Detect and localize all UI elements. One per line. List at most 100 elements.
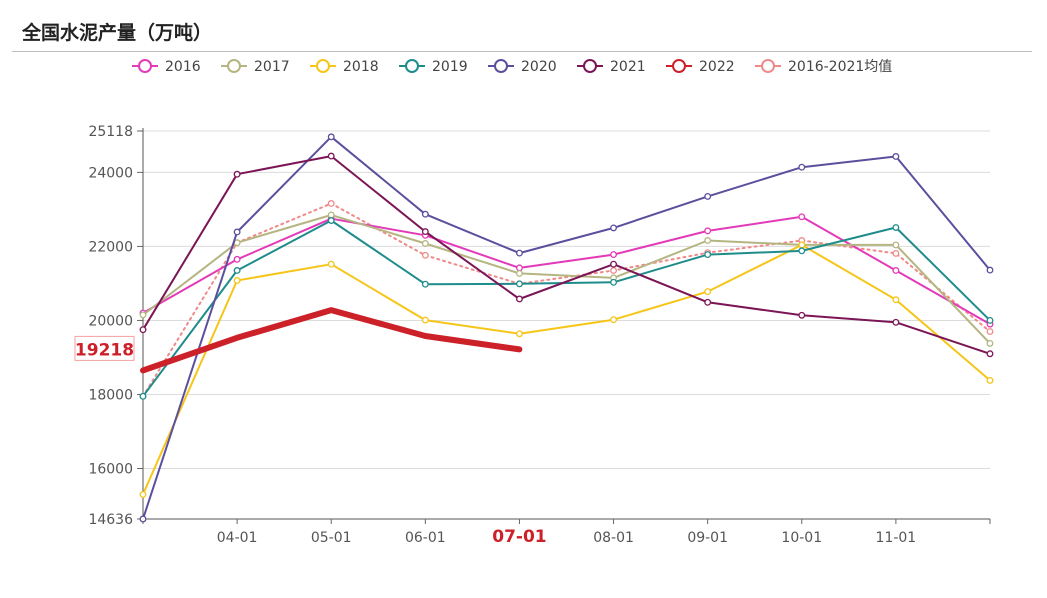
data-point-2018 bbox=[610, 316, 618, 324]
chart-title: 全国水泥产量（万吨） bbox=[22, 22, 213, 44]
data-point-2021 bbox=[798, 311, 806, 319]
data-point-2020 bbox=[986, 266, 994, 274]
y-tick-label: 20000 bbox=[88, 313, 133, 329]
data-point-2019 bbox=[986, 316, 994, 324]
data-point-2021 bbox=[704, 298, 712, 306]
data-point-2021 bbox=[421, 228, 429, 236]
x-tick-label: 06-01 bbox=[405, 530, 446, 546]
data-point-2017 bbox=[421, 240, 429, 247]
data-point-2021 bbox=[139, 326, 147, 334]
data-point-2021 bbox=[515, 295, 523, 303]
data-point-2021 bbox=[233, 170, 241, 178]
legend-label-2020[interactable]: 2020 bbox=[521, 59, 557, 75]
series-line-2016 bbox=[142, 215, 991, 326]
data-point-2019 bbox=[233, 267, 241, 274]
series-line-2021 bbox=[142, 155, 991, 355]
data-point-2021 bbox=[610, 260, 618, 268]
y-tick-label: 25118 bbox=[88, 124, 133, 140]
legend-label-2019[interactable]: 2019 bbox=[432, 59, 468, 75]
legend-label-2022[interactable]: 2022 bbox=[699, 59, 735, 75]
data-point-2021 bbox=[327, 152, 335, 160]
data-point-2020 bbox=[327, 133, 335, 141]
x-tick-label: 07-01 bbox=[492, 527, 546, 547]
x-tick-label: 05-01 bbox=[311, 530, 352, 546]
legend-marker-2017[interactable] bbox=[227, 59, 241, 73]
legend-marker-2019[interactable] bbox=[405, 59, 419, 73]
legend-marker-2021[interactable] bbox=[583, 59, 597, 73]
data-point-2017 bbox=[892, 241, 900, 249]
legend-label-2016-2021均值[interactable]: 2016-2021均值 bbox=[788, 59, 892, 75]
data-point-2019 bbox=[892, 224, 900, 231]
legend-marker-2020[interactable] bbox=[494, 59, 508, 73]
data-point-2016 bbox=[233, 255, 241, 263]
data-point-2017 bbox=[704, 237, 712, 244]
data-point-2017 bbox=[515, 269, 523, 277]
data-point-2018 bbox=[892, 296, 900, 304]
data-point-2019 bbox=[327, 217, 335, 224]
data-point-2020 bbox=[233, 228, 241, 236]
x-tick-label: 04-01 bbox=[217, 530, 258, 546]
data-point-2020 bbox=[704, 192, 712, 200]
data-point-2017 bbox=[139, 311, 147, 319]
y-tick-label: 24000 bbox=[88, 165, 133, 181]
legend-label-2016[interactable]: 2016 bbox=[165, 59, 201, 75]
legend-marker-2016[interactable] bbox=[138, 59, 152, 73]
legend-marker-2018[interactable] bbox=[316, 59, 330, 73]
data-point-2016-2021均值 bbox=[986, 328, 994, 336]
data-point-2018 bbox=[327, 260, 335, 268]
data-point-2016-2021均值 bbox=[610, 267, 618, 274]
highlight-value-label: 19218 bbox=[75, 340, 134, 360]
x-tick-label: 10-01 bbox=[781, 530, 822, 546]
data-point-2018 bbox=[986, 376, 994, 384]
legend-label-2021[interactable]: 2021 bbox=[610, 59, 646, 75]
x-tick-label: 11-01 bbox=[876, 530, 917, 546]
data-point-2017 bbox=[327, 211, 335, 219]
data-point-2020 bbox=[798, 163, 806, 171]
data-point-2016 bbox=[892, 267, 900, 274]
series-line-2018 bbox=[142, 243, 991, 496]
series-line-2020 bbox=[142, 135, 991, 520]
y-tick-label: 16000 bbox=[88, 462, 133, 478]
y-tick-label: 14636 bbox=[88, 512, 133, 528]
data-point-2016 bbox=[515, 264, 523, 272]
data-point-2018 bbox=[798, 241, 806, 249]
x-tick-label: 09-01 bbox=[687, 530, 728, 546]
data-point-2018 bbox=[233, 277, 241, 284]
series-line-2017 bbox=[142, 214, 991, 345]
data-point-2020 bbox=[515, 249, 523, 257]
data-point-2019 bbox=[515, 280, 523, 288]
data-point-2018 bbox=[515, 330, 523, 338]
data-point-2019 bbox=[139, 392, 147, 400]
y-tick-label: 22000 bbox=[88, 239, 133, 255]
data-point-2019 bbox=[610, 278, 618, 286]
data-point-2019 bbox=[421, 280, 429, 288]
data-point-2020 bbox=[139, 515, 147, 523]
data-point-2021 bbox=[892, 318, 900, 326]
data-point-2019 bbox=[798, 247, 806, 255]
data-point-2016 bbox=[704, 227, 712, 235]
data-point-2017 bbox=[986, 339, 994, 347]
data-point-2021 bbox=[986, 350, 994, 358]
y-tick-label: 18000 bbox=[88, 387, 133, 403]
data-point-2020 bbox=[421, 210, 429, 218]
data-point-2018 bbox=[704, 288, 712, 296]
series-line-2016-2021均值 bbox=[142, 202, 991, 398]
data-point-2016-2021均值 bbox=[892, 249, 900, 257]
legend-label-2018[interactable]: 2018 bbox=[343, 59, 379, 75]
legend-label-2017[interactable]: 2017 bbox=[254, 59, 290, 75]
data-point-2018 bbox=[421, 316, 429, 324]
legend-marker-2016-2021均值[interactable] bbox=[761, 59, 775, 73]
series-line-2022 bbox=[140, 307, 523, 374]
data-point-2020 bbox=[892, 153, 900, 160]
data-point-2019 bbox=[704, 251, 712, 259]
data-point-2016 bbox=[798, 213, 806, 221]
data-point-2020 bbox=[610, 224, 618, 232]
data-point-2016-2021均值 bbox=[327, 200, 335, 207]
data-point-2018 bbox=[139, 490, 147, 498]
x-tick-label: 08-01 bbox=[593, 530, 634, 546]
legend-marker-2022[interactable] bbox=[672, 59, 686, 73]
series-line-2019 bbox=[142, 219, 991, 398]
data-point-2016 bbox=[610, 251, 618, 259]
highlight-value-box bbox=[74, 335, 135, 361]
